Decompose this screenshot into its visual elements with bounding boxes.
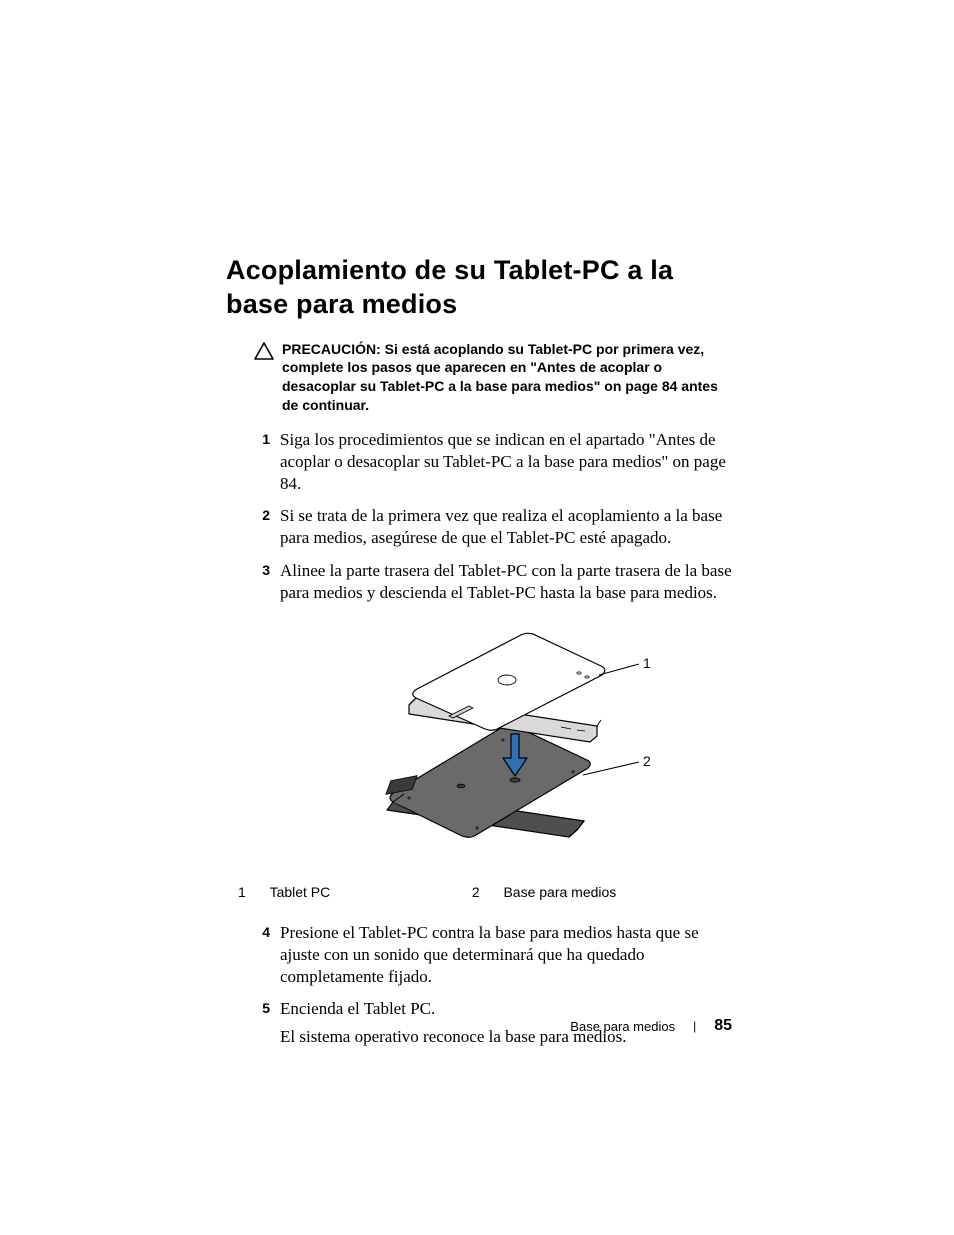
footer-separator: | <box>693 1019 696 1033</box>
step-item: 1 Siga los procedimientos que se indican… <box>250 429 736 495</box>
step-text: Alinee la parte trasera del Tablet-PC co… <box>280 560 736 604</box>
page-title: Acoplamiento de su Tablet-PC a la base p… <box>226 254 736 322</box>
callout-label: 1 <box>643 655 651 671</box>
callout-1: 1 <box>599 655 651 675</box>
legend-label: Tablet PC <box>270 884 331 900</box>
step-text: Siga los procedimientos que se indican e… <box>280 429 736 495</box>
step-number: 4 <box>250 922 270 940</box>
step-text: Presione el Tablet-PC contra la base par… <box>280 922 736 988</box>
caution-block: PRECAUCIÓN: Si está acoplando su Tablet-… <box>254 340 732 416</box>
manual-page: Acoplamiento de su Tablet-PC a la base p… <box>0 0 954 1235</box>
step-text-main: Encienda el Tablet PC. <box>280 999 435 1018</box>
footer-section: Base para medios <box>570 1019 675 1034</box>
step-item: 2 Si se trata de la primera vez que real… <box>250 505 736 549</box>
callout-2: 2 <box>583 753 651 775</box>
step-item: 3 Alinee la parte trasera del Tablet-PC … <box>250 560 736 604</box>
steps-list-top: 1 Siga los procedimientos que se indican… <box>250 429 736 604</box>
docking-illustration: 1 2 <box>301 630 661 860</box>
step-item: 4 Presione el Tablet-PC contra la base p… <box>250 922 736 988</box>
caution-triangle-icon <box>254 342 274 365</box>
step-number: 1 <box>250 429 270 447</box>
caution-text: PRECAUCIÓN: Si está acoplando su Tablet-… <box>282 340 732 416</box>
step-number: 2 <box>250 505 270 523</box>
figure: 1 2 <box>226 630 736 860</box>
page-footer: Base para medios | 85 <box>570 1017 732 1035</box>
content-column: Acoplamiento de su Tablet-PC a la base p… <box>226 254 736 1058</box>
footer-page-number: 85 <box>714 1017 732 1035</box>
tablet-pc-shape <box>409 633 605 742</box>
media-base-shape <box>386 725 590 837</box>
caution-label: PRECAUCIÓN: <box>282 341 385 357</box>
step-text: Si se trata de la primera vez que realiz… <box>280 505 736 549</box>
step-number: 3 <box>250 560 270 578</box>
legend-num: 2 <box>472 884 488 900</box>
legend-label: Base para medios <box>503 884 616 900</box>
callout-label: 2 <box>643 753 651 769</box>
legend-num: 1 <box>238 884 254 900</box>
figure-legend: 1 Tablet PC 2 Base para medios <box>238 884 736 900</box>
step-number: 5 <box>250 998 270 1016</box>
